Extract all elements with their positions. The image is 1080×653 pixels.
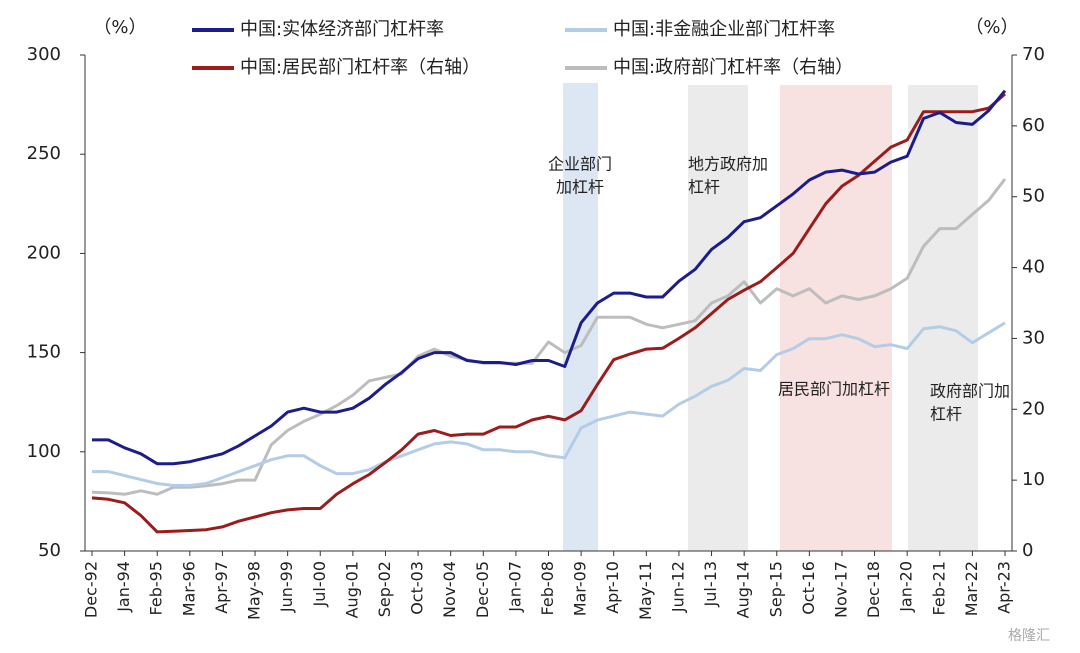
annotation: 企业部门 <box>548 155 612 174</box>
x-tick-label: Jun-99 <box>277 561 296 613</box>
x-tick-label: Mar-22 <box>962 561 981 616</box>
x-tick-label: Aug-01 <box>342 561 361 618</box>
y2-tick-label: 30 <box>1022 327 1045 348</box>
x-tick-label: Dec-05 <box>473 561 492 618</box>
series-line <box>91 92 1006 534</box>
y2-tick-label: 70 <box>1022 44 1045 65</box>
series-line <box>91 178 1007 496</box>
shade-household <box>780 85 892 551</box>
y2-tick-label: 0 <box>1022 540 1033 561</box>
y-tick-label: 100 <box>27 441 61 462</box>
y2-tick-label: 20 <box>1022 398 1045 419</box>
x-tick-label: Nov-17 <box>831 561 850 618</box>
annotation: 杠杆 <box>930 405 962 424</box>
legend-label: 中国:非金融企业部门杠杆率 <box>613 19 835 40</box>
watermark: 格隆汇 <box>1008 628 1050 644</box>
x-tick-label: Jun-12 <box>668 561 687 613</box>
x-tick-label: Jan-07 <box>505 561 524 613</box>
x-tick-label: Jan-94 <box>114 561 133 613</box>
x-tick-label: Feb-21 <box>929 561 948 615</box>
y2-tick-label: 50 <box>1022 186 1045 207</box>
y-label: （%） <box>93 17 146 38</box>
x-tick-label: Feb-95 <box>147 561 166 615</box>
y2-tick-label: 60 <box>1022 115 1045 136</box>
legend-label: 中国:实体经济部门杠杆率 <box>240 19 444 40</box>
x-tick-label: Mar-96 <box>179 561 198 616</box>
legend-label: 中国:居民部门杠杆率（右轴） <box>240 57 480 78</box>
y2-tick-label: 10 <box>1022 469 1045 490</box>
x-tick-label: Oct-03 <box>408 561 427 615</box>
series-line <box>92 89 1007 466</box>
legend-label: 中国:政府部门杠杆率（右轴） <box>613 57 853 78</box>
annotation: 杠杆 <box>688 178 720 197</box>
shade-government <box>908 85 978 551</box>
x-tick-label: Jul-00 <box>310 561 329 607</box>
x-tick-label: Aug-14 <box>734 561 753 618</box>
x-tick-label: Dec-18 <box>864 561 883 618</box>
shade-corporate <box>563 83 598 551</box>
y2-tick-label: 40 <box>1022 257 1045 278</box>
y-tick-label: 300 <box>27 44 61 65</box>
series-line <box>92 321 1006 487</box>
y-tick-label: 150 <box>27 342 61 363</box>
annotation: 加杠杆 <box>556 178 604 197</box>
y2-label: （%） <box>965 17 1018 38</box>
x-tick-label: Apr-10 <box>603 561 622 614</box>
x-tick-label: May-98 <box>245 561 264 620</box>
x-tick-label: Mar-09 <box>571 561 590 616</box>
annotation: 居民部门加杠杆 <box>778 380 890 399</box>
annotation: 地方政府加 <box>688 155 768 174</box>
x-tick-label: Jul-13 <box>701 561 720 607</box>
x-tick-label: Sep-15 <box>766 561 785 617</box>
x-tick-label: Feb-08 <box>538 561 557 615</box>
x-tick-label: Apr-97 <box>212 561 231 614</box>
y-tick-label: 50 <box>38 540 61 561</box>
x-tick-label: Jan-20 <box>897 561 916 613</box>
x-tick-label: Nov-04 <box>440 561 459 618</box>
x-tick-label: Oct-16 <box>799 561 818 615</box>
x-tick-label: Sep-02 <box>375 561 394 617</box>
x-tick-label: Dec-92 <box>82 561 101 618</box>
x-tick-label: Apr-23 <box>995 561 1014 614</box>
y-tick-label: 250 <box>27 143 61 164</box>
y-tick-label: 200 <box>27 242 61 263</box>
x-tick-label: May-11 <box>636 561 655 620</box>
annotation: 政府部门加 <box>930 382 1010 401</box>
